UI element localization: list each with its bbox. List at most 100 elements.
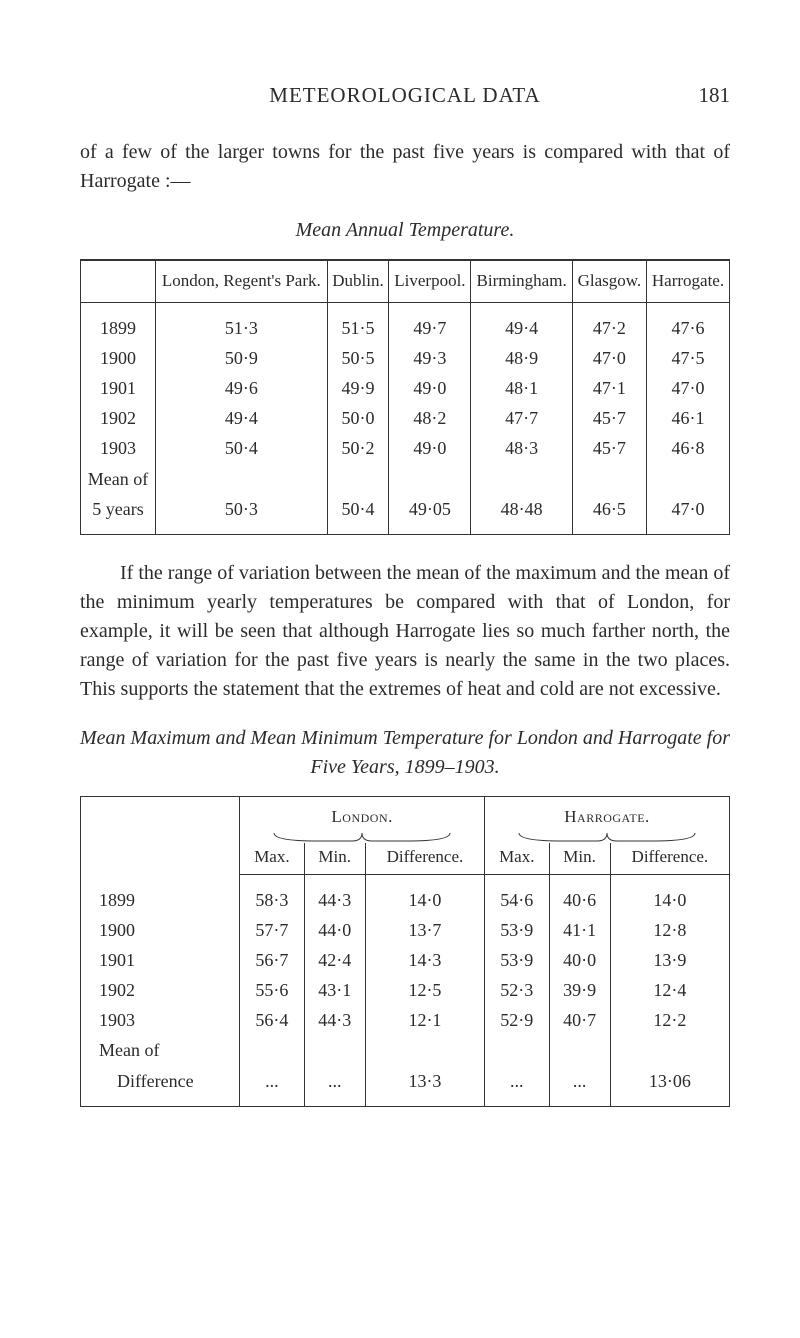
table-cell: 50·9 [156,343,328,373]
table-row: 190149·649·949·048·147·147·0 [81,373,730,403]
brace-harrogate [485,831,730,843]
table-cell: 47·2 [572,313,646,343]
table2-sub-min-h: Min. [549,843,610,874]
table2-group-london: London. [240,796,485,831]
table-cell: 49·7 [389,313,471,343]
table-cell [389,464,471,494]
table-cell: 56·7 [240,945,304,975]
table-cell: 52·3 [485,975,549,1005]
table2-sub-max-l: Max. [240,843,304,874]
table1-col-dublin: Dublin. [327,260,389,302]
table-row: 190249·450·048·247·745·746·1 [81,403,730,433]
table-cell [485,1035,549,1065]
table-row: 189958·344·314·054·640·614·0 [81,885,730,915]
table-cell: 42·4 [304,945,365,975]
table-cell: 56·4 [240,1005,304,1035]
mean-of-label: Mean of [81,464,156,494]
table-row: 190255·643·112·552·339·912·4 [81,975,730,1005]
table-cell: 54·6 [485,885,549,915]
table1-caption: Mean Annual Temperature. [80,216,730,245]
table-row: 190057·744·013·753·941·112·8 [81,915,730,945]
table-cell: 1900 [81,343,156,373]
table-row: 190350·450·249·048·345·746·8 [81,433,730,463]
table-cell: 48·9 [471,343,572,373]
table2-sub-diff-h: Difference. [610,843,729,874]
table-cell: 48·1 [471,373,572,403]
table-cell: 53·9 [485,945,549,975]
table-cell: 50·5 [327,343,389,373]
table2-sub-diff-l: Difference. [365,843,484,874]
table-cell: 58·3 [240,885,304,915]
table-cell: 13·9 [610,945,729,975]
table-cell: 47·0 [572,343,646,373]
table-cell: 50·0 [327,403,389,433]
table-cell [156,464,328,494]
table2-caption: Mean Maximum and Mean Minimum Temperatur… [80,724,730,782]
table-cell: 50·3 [156,494,328,524]
table-cell: 12·5 [365,975,484,1005]
table1-col-harrogate: Harrogate. [646,260,729,302]
table-row: 189951·351·549·749·447·247·6 [81,313,730,343]
table-cell: 1899 [81,885,240,915]
table1-header-row: London, Regent's Park. Dublin. Liverpool… [81,260,730,302]
table1-col-birmingham: Birmingham. [471,260,572,302]
table-cell: 47·7 [471,403,572,433]
table-cell: 12·8 [610,915,729,945]
table-cell: 50·4 [156,433,328,463]
table2-group-harrogate: Harrogate. [485,796,730,831]
table-cell [610,1035,729,1065]
table-cell: 14·0 [365,885,484,915]
table-cell: 12·2 [610,1005,729,1035]
table-cell: 47·6 [646,313,729,343]
table-cell: 49·05 [389,494,471,524]
table-cell [646,464,729,494]
table-cell: 1901 [81,945,240,975]
discussion-paragraph: If the range of variation between the me… [80,559,730,704]
table-cell: 39·9 [549,975,610,1005]
page-number: 181 [699,80,731,110]
mean-of-label: Mean of [81,1035,240,1065]
table-row: 190050·950·549·348·947·047·5 [81,343,730,373]
table-cell: ... [240,1066,304,1096]
table-cell: 47·0 [646,494,729,524]
table-cell: 49·4 [471,313,572,343]
table-cell: 51·3 [156,313,328,343]
table-row-mean: Difference......13·3......13·06 [81,1066,730,1096]
table-row-mean-label: Mean of [81,1035,730,1065]
table-cell: 49·6 [156,373,328,403]
table-cell: 1902 [81,403,156,433]
table-cell: 48·48 [471,494,572,524]
table-cell: 46·8 [646,433,729,463]
table2-sub-max-h: Max. [485,843,549,874]
running-title: METEOROLOGICAL DATA [269,80,540,110]
table1-col-glasgow: Glasgow. [572,260,646,302]
table-cell [240,1035,304,1065]
table-cell: 53·9 [485,915,549,945]
table-cell: 44·0 [304,915,365,945]
table1-body: 189951·351·549·749·447·247·6190050·950·5… [81,303,730,535]
table-row: 190356·444·312·152·940·712·2 [81,1005,730,1035]
table-cell: 1899 [81,313,156,343]
table-cell: 1903 [81,433,156,463]
brace-london [240,831,485,843]
table-cell: 47·0 [646,373,729,403]
table-cell: 41·1 [549,915,610,945]
table-cell: 12·4 [610,975,729,1005]
table-cell: 46·5 [572,494,646,524]
table2-col-empty [81,796,240,874]
table-cell: 48·2 [389,403,471,433]
table-cell: ... [549,1066,610,1096]
table-cell: 13·3 [365,1066,484,1096]
table-cell: 45·7 [572,403,646,433]
table-row-mean-label: Mean of [81,464,730,494]
table-cell: 57·7 [240,915,304,945]
table-cell: 13·7 [365,915,484,945]
table-cell: 49·3 [389,343,471,373]
mean-annual-temperature-table: London, Regent's Park. Dublin. Liverpool… [80,259,730,534]
table-cell: 13·06 [610,1066,729,1096]
table-cell: 46·1 [646,403,729,433]
table-cell [304,1035,365,1065]
table-cell: 50·2 [327,433,389,463]
table2-sub-min-l: Min. [304,843,365,874]
running-header: METEOROLOGICAL DATA 181 [80,80,730,110]
